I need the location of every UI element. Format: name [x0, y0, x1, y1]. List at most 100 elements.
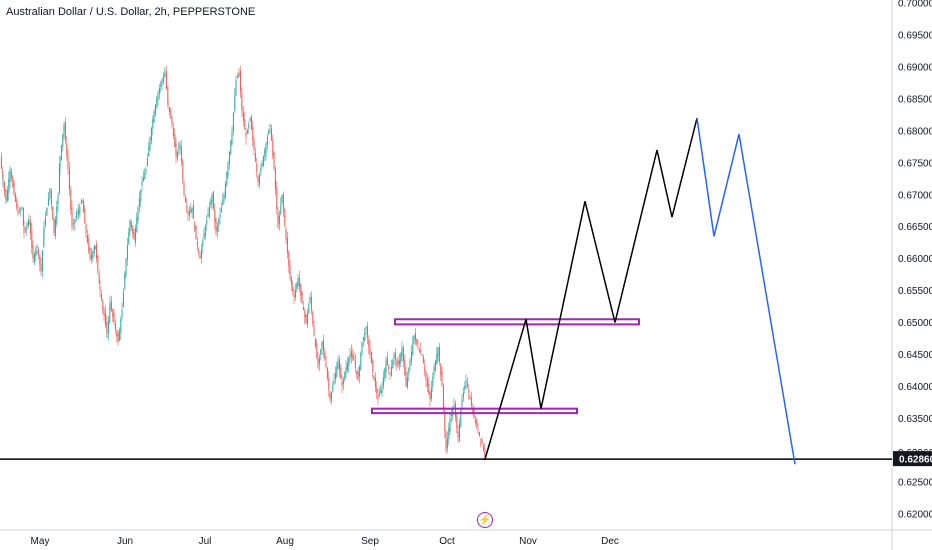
candle-body — [405, 372, 407, 387]
candle-body — [80, 203, 82, 204]
candle-body — [49, 189, 51, 199]
candle-body — [393, 354, 395, 359]
candle-body — [310, 296, 312, 311]
candle-body — [308, 304, 310, 314]
candle-body — [27, 222, 29, 227]
y-tick-label: 0.63500 — [898, 414, 932, 425]
candle-body — [144, 173, 146, 179]
candle-body — [107, 320, 109, 334]
candle-body — [365, 328, 367, 330]
candle-body — [157, 92, 159, 100]
candle-body — [154, 105, 156, 115]
candle-body — [162, 76, 164, 82]
candle-body — [358, 366, 360, 377]
candle-body — [68, 169, 70, 190]
candle-body — [462, 392, 464, 398]
y-tick-label: 0.66500 — [898, 222, 932, 233]
candle-body — [414, 332, 416, 340]
candle-body — [349, 354, 351, 359]
candle-body — [380, 390, 382, 393]
candle-body — [329, 393, 331, 400]
x-tick-label: Jul — [199, 536, 212, 547]
candle-body — [75, 215, 77, 220]
candle-body — [402, 347, 404, 362]
candle-body — [192, 204, 194, 219]
candle-body — [70, 189, 72, 210]
candle-body — [408, 368, 410, 375]
candle-body — [212, 191, 214, 209]
candle-body — [412, 342, 414, 355]
candle-body — [446, 439, 448, 449]
candle-body — [344, 372, 346, 380]
candle-body — [92, 251, 94, 259]
candle-body — [242, 112, 244, 121]
candle-body — [428, 384, 430, 394]
candle-body — [95, 243, 97, 259]
candle-body — [472, 409, 474, 413]
candle-body — [482, 445, 484, 450]
candle-body — [450, 413, 452, 416]
candle-body — [274, 169, 276, 190]
candle-body — [46, 207, 48, 213]
candle-body — [56, 206, 58, 224]
candle-body — [39, 255, 41, 264]
candle-body — [445, 431, 447, 451]
candle-body — [298, 278, 300, 287]
candle-body — [253, 140, 255, 151]
candle-body — [188, 211, 190, 216]
y-tick-label: 0.65000 — [898, 318, 932, 329]
candle-body — [17, 211, 19, 214]
candle-body — [448, 427, 450, 440]
candle-body — [268, 130, 270, 135]
candle-body — [76, 213, 78, 215]
candle-body — [465, 379, 467, 383]
candle-body — [2, 181, 4, 184]
candle-body — [97, 255, 99, 271]
candle-body — [35, 249, 37, 257]
candle-body — [312, 312, 314, 324]
candle-body — [63, 124, 65, 135]
candle-body — [434, 360, 436, 371]
candle-body — [416, 339, 418, 345]
candle-body — [28, 220, 30, 225]
candle-body — [32, 245, 34, 259]
candle-body — [332, 385, 334, 392]
candle-body — [21, 207, 23, 209]
candle-body — [392, 360, 394, 369]
candle-body — [64, 121, 66, 141]
candle-body — [353, 358, 355, 361]
price-zone — [371, 407, 578, 415]
candle-body — [277, 212, 279, 227]
candle-body — [386, 357, 388, 366]
candle-body — [476, 419, 478, 428]
candle-body — [249, 118, 251, 121]
candle-body — [378, 394, 380, 396]
candle-body — [186, 205, 188, 209]
candle-body — [317, 357, 319, 368]
candle-body — [346, 362, 348, 370]
candle-body — [437, 348, 439, 357]
candle-body — [269, 124, 271, 127]
candle-body — [67, 155, 69, 170]
candle-body — [176, 151, 178, 159]
candle-body — [130, 221, 132, 228]
candle-body — [357, 372, 359, 380]
candle-body — [282, 194, 284, 211]
candle-body — [356, 370, 358, 375]
y-tick-label: 0.64000 — [898, 382, 932, 393]
price-label: 0.62860 — [899, 455, 932, 466]
candle-body — [461, 399, 463, 407]
candle-body — [389, 372, 391, 374]
candle-body — [175, 143, 177, 157]
candle-body — [230, 140, 232, 155]
candle-body — [220, 207, 222, 213]
candle-body — [286, 237, 288, 253]
candle-body — [421, 354, 423, 356]
candle-body — [453, 405, 455, 408]
candle-body — [170, 110, 172, 119]
candle-body — [194, 222, 196, 230]
lightning-icon[interactable]: ⚡ — [477, 512, 493, 528]
y-tick-label: 0.67000 — [898, 190, 932, 201]
candle-body — [301, 292, 303, 304]
